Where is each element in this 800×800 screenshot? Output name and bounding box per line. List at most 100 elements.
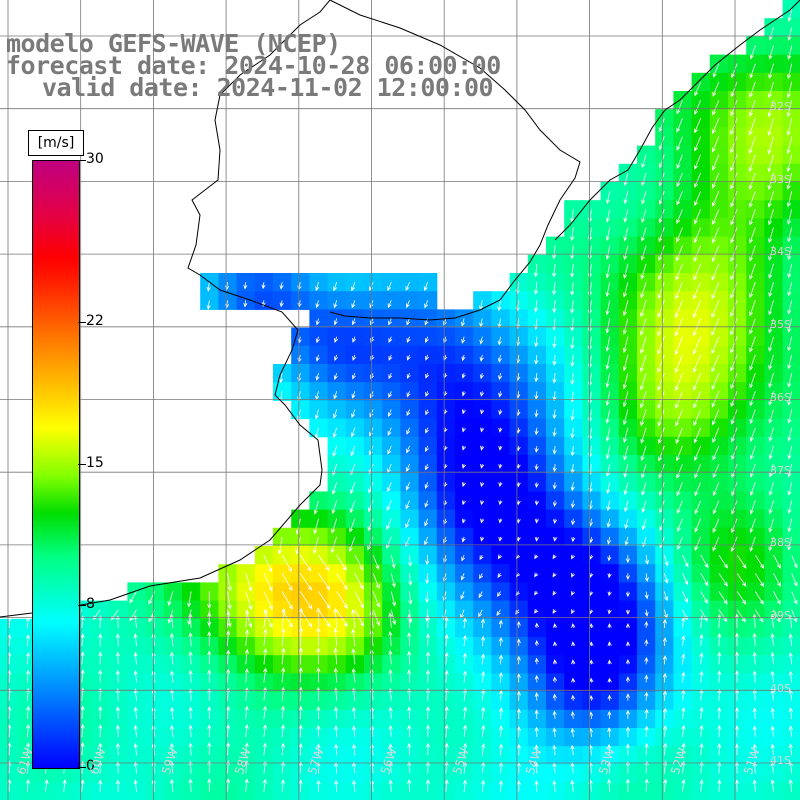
wind-arrow <box>80 779 85 792</box>
wind-cell <box>182 618 201 638</box>
wind-cell <box>273 691 292 711</box>
wind-arrow <box>607 641 612 647</box>
wind-arrow <box>372 554 380 570</box>
wind-arrow <box>462 688 468 701</box>
wind-cell <box>109 764 128 784</box>
wind-cell <box>364 655 383 674</box>
wind-arrow <box>552 318 557 331</box>
wind-cell <box>491 618 511 638</box>
wind-arrow <box>331 482 338 495</box>
wind-arrow <box>657 336 665 355</box>
wind-arrow <box>605 373 611 388</box>
wind-cell <box>327 673 347 693</box>
wind-arrow <box>425 591 430 604</box>
wind-cell <box>655 728 674 747</box>
wind-arrow <box>605 445 611 460</box>
wind-arrow <box>712 99 720 116</box>
wind-arrow <box>552 641 558 647</box>
wind-arrow <box>498 427 503 433</box>
wind-arrow <box>424 500 429 508</box>
wind-arrow <box>552 427 557 437</box>
wind-arrow <box>388 724 393 738</box>
wind-arrow <box>334 743 339 756</box>
wind-cell <box>400 728 420 747</box>
wind-arrow <box>534 744 539 756</box>
wind-arrow <box>625 760 630 774</box>
wind-cell <box>491 709 511 729</box>
wind-arrow <box>133 670 138 683</box>
wind-arrow <box>718 554 728 569</box>
wind-cell <box>163 746 183 765</box>
wind-arrow <box>98 651 103 665</box>
wind-arrow <box>98 742 103 756</box>
wind-arrow <box>712 536 720 552</box>
wind-arrow <box>425 724 431 738</box>
wind-cell <box>709 637 729 656</box>
wind-arrow <box>552 391 557 402</box>
wind-arrow <box>534 391 539 400</box>
wind-cell <box>254 709 274 729</box>
wind-cell <box>91 673 110 693</box>
wind-arrows <box>7 9 798 792</box>
wind-arrow <box>352 336 357 343</box>
wind-arrow <box>534 709 539 719</box>
wind-cell <box>218 764 238 784</box>
wind-arrow <box>244 705 249 719</box>
wind-arrow <box>261 282 266 290</box>
colorbar <box>32 160 80 769</box>
latitude-label: 37S <box>770 463 791 477</box>
wind-arrow <box>480 409 485 415</box>
wind-arrow <box>736 554 747 569</box>
wind-arrow <box>206 300 211 310</box>
wind-arrow <box>534 674 539 683</box>
wind-cell <box>400 655 420 674</box>
wind-arrow <box>349 518 356 533</box>
wind-arrow <box>407 687 412 701</box>
colorbar-tick-label: 8 <box>86 596 95 613</box>
wind-cell <box>600 691 620 711</box>
wind-cell <box>109 691 128 711</box>
wind-cell <box>400 673 420 693</box>
wind-arrow <box>552 500 557 507</box>
wind-arrow <box>481 761 486 774</box>
wind-cell <box>218 691 238 711</box>
wind-arrow <box>605 427 611 442</box>
wind-arrow <box>734 743 740 756</box>
wind-arrow <box>351 725 357 738</box>
wind-arrow <box>717 688 722 701</box>
wind-arrow <box>133 742 138 756</box>
wind-cell <box>746 673 765 693</box>
wind-arrow <box>749 300 756 317</box>
wind-arrow <box>497 573 502 579</box>
wind-arrow <box>498 536 503 542</box>
wind-arrow <box>280 742 285 756</box>
wind-arrow <box>767 154 774 173</box>
wind-arrow <box>606 536 612 545</box>
wind-arrow <box>754 573 765 587</box>
wind-arrow <box>768 372 774 388</box>
wind-cell <box>436 637 456 656</box>
wind-arrow <box>299 609 313 628</box>
wind-arrow <box>717 632 722 647</box>
wind-cell <box>782 600 800 620</box>
wind-arrow <box>607 727 612 738</box>
wind-arrow <box>498 500 503 506</box>
wind-arrow <box>749 245 756 262</box>
wind-arrow <box>787 391 793 406</box>
wind-arrow <box>407 669 412 683</box>
wind-arrow <box>658 227 665 243</box>
wind-arrow <box>425 760 431 774</box>
wind-arrow <box>262 705 268 719</box>
wind-arrow <box>644 725 649 738</box>
wind-cell <box>109 637 128 656</box>
wind-arrow <box>280 760 285 774</box>
wind-arrow <box>694 99 702 115</box>
wind-cell <box>455 618 474 638</box>
wind-arrow <box>675 300 683 319</box>
wind-arrow <box>534 336 539 348</box>
wind-arrow <box>570 779 575 792</box>
wind-arrow <box>787 318 793 333</box>
wind-arrow <box>749 391 756 407</box>
wind-arrow <box>589 694 594 701</box>
